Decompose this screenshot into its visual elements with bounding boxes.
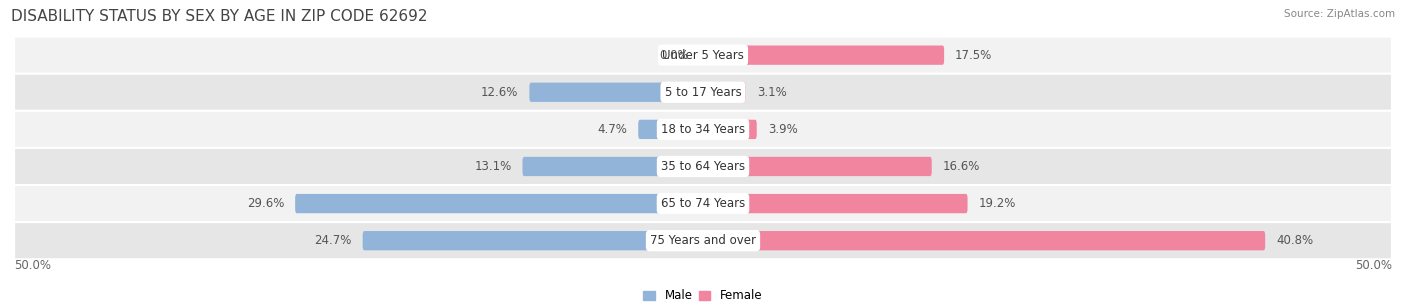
Text: DISABILITY STATUS BY SEX BY AGE IN ZIP CODE 62692: DISABILITY STATUS BY SEX BY AGE IN ZIP C… [11, 9, 427, 24]
Text: 19.2%: 19.2% [979, 197, 1017, 210]
Text: 3.9%: 3.9% [768, 123, 797, 136]
FancyBboxPatch shape [14, 185, 1392, 222]
Text: 35 to 64 Years: 35 to 64 Years [661, 160, 745, 173]
FancyBboxPatch shape [530, 83, 703, 102]
FancyBboxPatch shape [703, 194, 967, 213]
FancyBboxPatch shape [638, 120, 703, 139]
Text: 18 to 34 Years: 18 to 34 Years [661, 123, 745, 136]
Text: Source: ZipAtlas.com: Source: ZipAtlas.com [1284, 9, 1395, 19]
Text: 4.7%: 4.7% [598, 123, 627, 136]
FancyBboxPatch shape [295, 194, 703, 213]
Text: 3.1%: 3.1% [756, 86, 786, 99]
Text: 40.8%: 40.8% [1277, 234, 1313, 247]
Text: 5 to 17 Years: 5 to 17 Years [665, 86, 741, 99]
FancyBboxPatch shape [523, 157, 703, 176]
Text: 24.7%: 24.7% [315, 234, 352, 247]
Text: 29.6%: 29.6% [246, 197, 284, 210]
FancyBboxPatch shape [14, 37, 1392, 74]
FancyBboxPatch shape [14, 148, 1392, 185]
FancyBboxPatch shape [14, 222, 1392, 259]
Text: 16.6%: 16.6% [943, 160, 980, 173]
Text: 50.0%: 50.0% [14, 259, 51, 272]
FancyBboxPatch shape [363, 231, 703, 250]
Text: Under 5 Years: Under 5 Years [662, 49, 744, 62]
Text: 17.5%: 17.5% [955, 49, 993, 62]
Text: 0.0%: 0.0% [659, 49, 689, 62]
FancyBboxPatch shape [703, 157, 932, 176]
Text: 50.0%: 50.0% [1355, 259, 1392, 272]
Legend: Male, Female: Male, Female [644, 289, 762, 302]
FancyBboxPatch shape [703, 45, 945, 65]
FancyBboxPatch shape [703, 83, 745, 102]
FancyBboxPatch shape [14, 111, 1392, 148]
Text: 13.1%: 13.1% [474, 160, 512, 173]
FancyBboxPatch shape [703, 231, 1265, 250]
Text: 65 to 74 Years: 65 to 74 Years [661, 197, 745, 210]
Text: 12.6%: 12.6% [481, 86, 519, 99]
Text: 75 Years and over: 75 Years and over [650, 234, 756, 247]
FancyBboxPatch shape [14, 74, 1392, 111]
FancyBboxPatch shape [703, 120, 756, 139]
